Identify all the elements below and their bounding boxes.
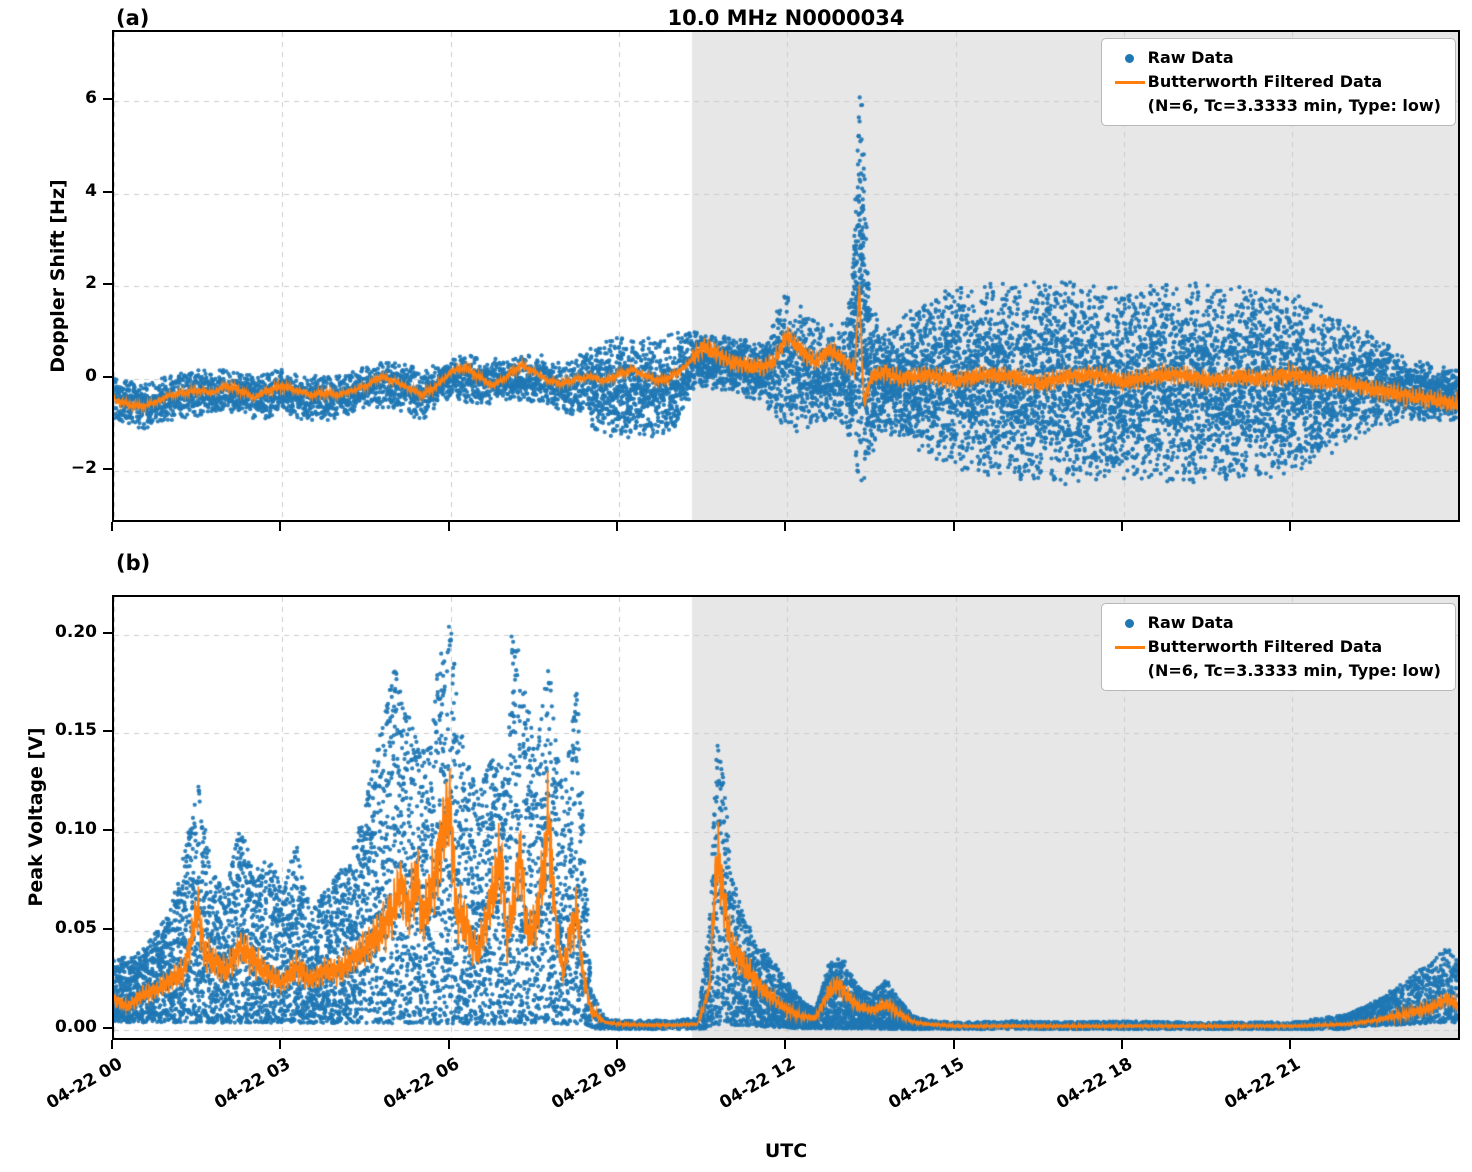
legend-raw-row: Raw Data [1112,46,1441,70]
legend-filtered-sublabel: (N=6, Tc=3.3333 min, Type: low) [1147,661,1441,680]
y-tick-label: 6 [85,88,97,109]
x-axis-label: UTC [764,1140,808,1162]
x-tick-mark [1289,522,1292,531]
y-tick-label: 0.05 [55,918,97,939]
chart-title: 10.0 MHz N0000034 [667,6,905,30]
legend-filtered-label: Butterworth Filtered Data [1147,637,1383,656]
x-tick-mark [279,1040,282,1049]
panel-a-tag: (a) [116,6,150,30]
x-tick-mark [784,1040,787,1049]
legend-raw-label: Raw Data [1147,48,1234,67]
x-tick-label: 04-22 03 [211,1054,295,1114]
raw-data-marker-icon [1112,618,1148,628]
x-tick-mark [616,522,619,531]
x-tick-label: 04-22 18 [1053,1054,1137,1114]
legend-panel-a: Raw Data Butterworth Filtered Data (N=6,… [1100,38,1456,126]
legend-filtered-row: Butterworth Filtered Data [1112,635,1441,659]
y-tick-label: −2 [70,458,97,479]
y-tick-label: 4 [85,180,97,201]
filtered-line-marker-icon [1112,645,1148,649]
y-tick-mark [103,928,112,931]
x-tick-mark [279,522,282,531]
filtered-line-marker-icon [1112,80,1148,84]
y-tick-mark [103,730,112,733]
x-tick-mark [111,1040,113,1049]
y-tick-mark [103,283,112,286]
x-tick-label: 04-22 06 [379,1054,463,1114]
x-tick-mark [784,522,787,531]
y-tick-mark [103,829,112,832]
x-tick-mark [447,522,450,531]
x-tick-mark [1121,522,1124,531]
y-tick-mark [103,631,112,634]
panel-b-tag: (b) [116,551,151,575]
x-tick-label: 04-22 15 [885,1054,968,1114]
x-tick-mark [111,522,113,531]
x-tick-mark [1121,1040,1124,1049]
x-tick-label: 04-22 09 [548,1054,632,1114]
y-tick-mark [103,190,112,193]
x-tick-label: 04-22 12 [716,1054,800,1114]
legend-filtered-label: Butterworth Filtered Data [1147,72,1383,91]
y-tick-mark [103,468,112,471]
y-tick-mark [103,1027,112,1030]
y-tick-mark [103,98,112,101]
y-tick-label: 2 [85,273,97,294]
y-tick-label: 0.10 [55,819,97,840]
raw-data-marker-icon [1112,53,1148,63]
x-tick-mark [447,1040,450,1049]
legend-filtered-row: Butterworth Filtered Data [1112,70,1441,94]
y-tick-label: 0 [85,365,97,386]
legend-raw-label: Raw Data [1147,613,1234,632]
legend-filtered-sublabel: (N=6, Tc=3.3333 min, Type: low) [1147,96,1441,115]
legend-panel-b: Raw Data Butterworth Filtered Data (N=6,… [1100,603,1456,691]
y-axis-label-voltage: Peak Voltage [V] [25,727,47,907]
y-tick-label: 0.20 [55,621,97,642]
x-tick-label: 04-22 21 [1221,1054,1305,1114]
x-tick-mark [952,1040,955,1049]
legend-filtered-subrow: (N=6, Tc=3.3333 min, Type: low) [1112,659,1441,683]
legend-filtered-subrow: (N=6, Tc=3.3333 min, Type: low) [1112,94,1441,118]
x-tick-mark [616,1040,619,1049]
x-tick-label: 04-22 00 [43,1054,126,1114]
legend-raw-row: Raw Data [1112,611,1441,635]
x-tick-mark [1289,1040,1292,1049]
x-tick-mark [952,522,955,531]
y-tick-label: 0.15 [55,720,97,741]
y-tick-mark [103,375,112,378]
y-tick-label: 0.00 [55,1017,97,1038]
